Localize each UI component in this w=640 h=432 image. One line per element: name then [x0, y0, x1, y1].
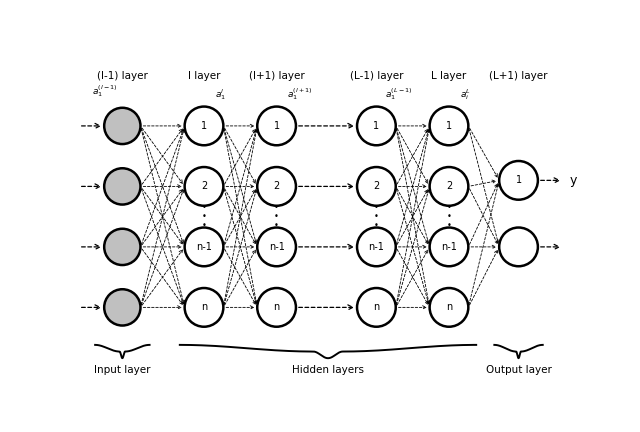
Text: n-1: n-1 — [196, 242, 212, 252]
Text: •
•
•: • • • — [202, 203, 207, 230]
Circle shape — [357, 107, 396, 145]
Circle shape — [429, 228, 468, 266]
Text: n: n — [273, 302, 280, 312]
Text: $a_1^{(L-1)}$: $a_1^{(L-1)}$ — [385, 86, 413, 102]
Text: •
•
•: • • • — [274, 203, 279, 230]
Circle shape — [357, 167, 396, 206]
Text: 1: 1 — [273, 121, 280, 131]
Text: n-1: n-1 — [369, 242, 385, 252]
Text: (l+1) layer: (l+1) layer — [249, 70, 305, 80]
Circle shape — [185, 228, 223, 266]
Text: (l-1) layer: (l-1) layer — [97, 70, 148, 80]
Text: (L-1) layer: (L-1) layer — [349, 70, 403, 80]
Text: $a_1^{(l-1)}$: $a_1^{(l-1)}$ — [92, 84, 118, 99]
Text: Input layer: Input layer — [94, 365, 150, 375]
Circle shape — [357, 228, 396, 266]
Circle shape — [499, 228, 538, 266]
Text: •
•
•: • • • — [374, 203, 379, 230]
Text: (L+1) layer: (L+1) layer — [490, 70, 548, 80]
Text: n: n — [373, 302, 380, 312]
Text: l layer: l layer — [188, 70, 220, 80]
Text: Output layer: Output layer — [486, 365, 552, 375]
Circle shape — [185, 107, 223, 145]
Circle shape — [104, 108, 141, 144]
Text: y: y — [570, 174, 577, 187]
Text: n: n — [446, 302, 452, 312]
Circle shape — [104, 229, 141, 265]
Circle shape — [499, 161, 538, 200]
Circle shape — [357, 288, 396, 327]
Circle shape — [257, 167, 296, 206]
Circle shape — [257, 228, 296, 266]
Text: 2: 2 — [373, 181, 380, 191]
Text: 1: 1 — [373, 121, 380, 131]
Text: L layer: L layer — [431, 70, 467, 80]
Text: $a_1^l$: $a_1^l$ — [215, 87, 226, 102]
Text: 2: 2 — [201, 181, 207, 191]
Text: 2: 2 — [273, 181, 280, 191]
Circle shape — [429, 288, 468, 327]
Text: n-1: n-1 — [269, 242, 285, 252]
Text: 1: 1 — [446, 121, 452, 131]
Circle shape — [257, 107, 296, 145]
Circle shape — [257, 288, 296, 327]
Circle shape — [185, 288, 223, 327]
Circle shape — [104, 289, 141, 326]
Circle shape — [185, 167, 223, 206]
Text: n-1: n-1 — [441, 242, 457, 252]
Text: Hidden layers: Hidden layers — [292, 365, 364, 375]
Circle shape — [104, 168, 141, 204]
Circle shape — [429, 167, 468, 206]
Text: $a_1^{(l+1)}$: $a_1^{(l+1)}$ — [287, 86, 314, 102]
Text: 2: 2 — [446, 181, 452, 191]
Text: $a_i^L$: $a_i^L$ — [460, 87, 471, 102]
Text: 1: 1 — [515, 175, 522, 185]
Text: n: n — [201, 302, 207, 312]
Circle shape — [429, 107, 468, 145]
Text: •
•
•: • • • — [447, 203, 451, 230]
Text: 1: 1 — [201, 121, 207, 131]
